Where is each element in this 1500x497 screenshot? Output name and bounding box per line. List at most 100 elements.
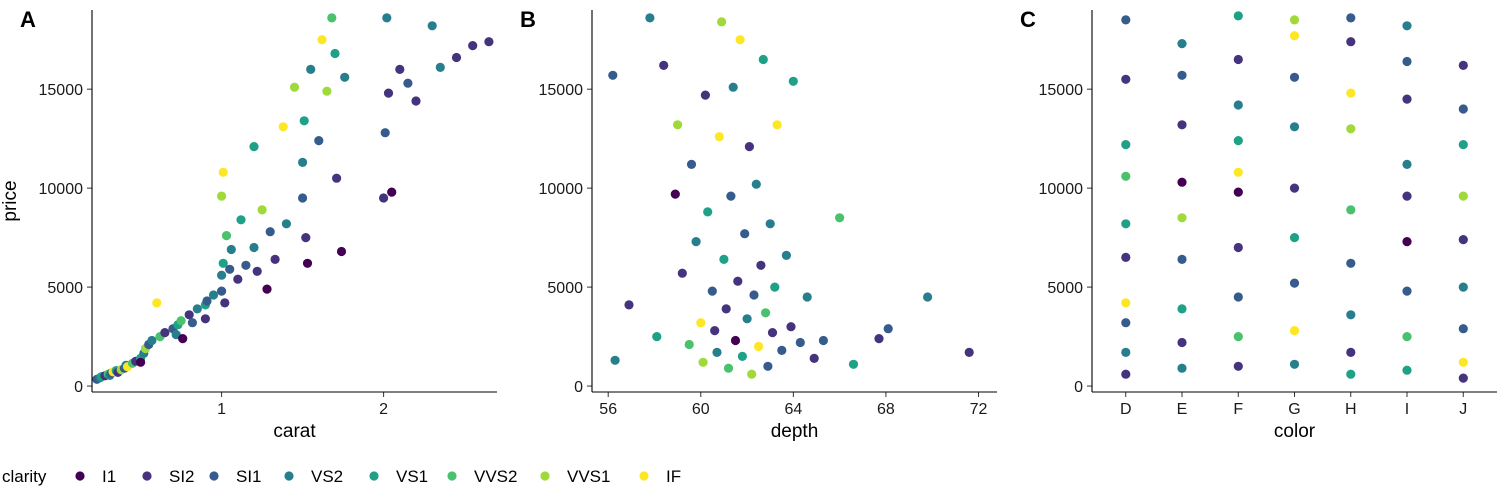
point-vs2 — [802, 292, 812, 302]
panel-c-x-title: color — [1274, 421, 1316, 442]
panel-b-x-title: depth — [771, 421, 819, 442]
point-si2 — [200, 314, 210, 324]
legend-key-if — [639, 471, 649, 481]
point-si2 — [484, 37, 494, 47]
point-si1 — [1402, 286, 1412, 296]
point-i1 — [670, 189, 680, 199]
y-tick-label: 5000 — [47, 280, 83, 297]
panel-a-y-title: price — [0, 180, 21, 221]
point-vs2 — [742, 314, 752, 324]
point-si2 — [220, 298, 230, 308]
panel-b-x-ticks: 56 60 64 68 72 — [599, 392, 987, 418]
point-vs1 — [737, 351, 748, 361]
point-vs1 — [1402, 365, 1412, 375]
point-si1 — [608, 70, 618, 80]
legend-label-vs1: VS1 — [396, 467, 428, 486]
point-vs1 — [218, 258, 228, 268]
x-tick-label: H — [1345, 401, 1357, 418]
point-si2 — [744, 142, 755, 152]
x-tick-label: 2 — [379, 401, 388, 418]
point-vvs1 — [322, 86, 332, 96]
point-si2 — [451, 52, 462, 63]
x-tick-label: 1 — [217, 401, 226, 418]
point-si2 — [1121, 369, 1131, 379]
point-si2 — [659, 60, 669, 70]
point-si2 — [184, 310, 194, 320]
point-i1 — [1233, 187, 1243, 197]
x-tick-label: J — [1459, 401, 1467, 418]
point-vvs2 — [1233, 332, 1243, 342]
point-vs1 — [1233, 11, 1243, 21]
point-si1 — [1177, 254, 1187, 264]
point-if — [1121, 298, 1131, 308]
legend-key-si1 — [209, 471, 219, 481]
point-si1 — [1121, 318, 1131, 328]
point-si2 — [1458, 373, 1468, 383]
legend-title: clarity — [2, 467, 47, 486]
point-vs1 — [703, 207, 713, 217]
point-vs1 — [299, 116, 309, 126]
point-vs2 — [1458, 282, 1468, 292]
point-vs1 — [1233, 136, 1243, 146]
point-si2 — [252, 266, 262, 276]
point-si1 — [202, 296, 212, 306]
point-si2 — [624, 300, 634, 310]
point-si1 — [1346, 258, 1356, 268]
x-tick-label: G — [1288, 401, 1300, 418]
point-vs2 — [1402, 21, 1412, 31]
point-if — [1289, 31, 1300, 41]
x-tick-label: 56 — [599, 401, 617, 418]
legend-label-vvs2: VVS2 — [474, 467, 517, 486]
point-si2 — [233, 274, 243, 284]
point-si1 — [763, 361, 773, 371]
point-si2 — [733, 276, 743, 286]
point-si1 — [1402, 56, 1412, 67]
point-vvs2 — [1121, 171, 1131, 181]
point-vs2 — [382, 13, 392, 23]
point-vs1 — [1458, 140, 1468, 150]
point-si2 — [1402, 191, 1412, 201]
y-tick-label: 10000 — [39, 181, 84, 198]
legend-label-si1: SI1 — [236, 467, 262, 486]
point-si2 — [379, 193, 389, 203]
point-vs2 — [728, 82, 738, 92]
point-si2 — [1177, 120, 1187, 130]
point-vs2 — [147, 335, 157, 346]
point-si2 — [677, 268, 687, 278]
panel-c-points — [1121, 11, 1468, 383]
point-si2 — [809, 353, 819, 363]
point-vs2 — [1402, 159, 1412, 169]
point-si1 — [225, 264, 235, 274]
point-if — [1233, 167, 1243, 177]
legend-key-i1 — [75, 471, 85, 481]
panel-a-tag: A — [20, 7, 36, 32]
point-si1 — [1458, 324, 1468, 334]
y-tick-label: 15000 — [1039, 82, 1084, 99]
point-si2 — [721, 304, 731, 314]
point-vs2 — [1177, 363, 1187, 373]
point-vvs1 — [289, 82, 300, 92]
point-if — [772, 120, 782, 130]
point-vs1 — [236, 215, 246, 225]
point-vvs1 — [1458, 191, 1468, 201]
point-vs2 — [1346, 310, 1356, 320]
point-vvs1 — [1177, 213, 1187, 223]
point-if — [735, 35, 745, 45]
point-si2 — [468, 41, 478, 51]
point-si1 — [795, 337, 805, 348]
point-vs1 — [1121, 219, 1131, 229]
point-si2 — [411, 96, 421, 106]
legend-label-vvs1: VVS1 — [567, 467, 610, 486]
point-si1 — [883, 324, 893, 334]
point-vs1 — [249, 142, 259, 152]
y-tick-label: 10000 — [1039, 181, 1084, 198]
point-vs1 — [848, 359, 859, 369]
point-vs2 — [1289, 122, 1300, 132]
point-si1 — [1121, 15, 1131, 25]
legend-label-i1: I1 — [102, 467, 116, 486]
point-vs1 — [1346, 369, 1356, 379]
y-tick-label: 0 — [74, 379, 83, 396]
point-si1 — [1289, 72, 1300, 82]
